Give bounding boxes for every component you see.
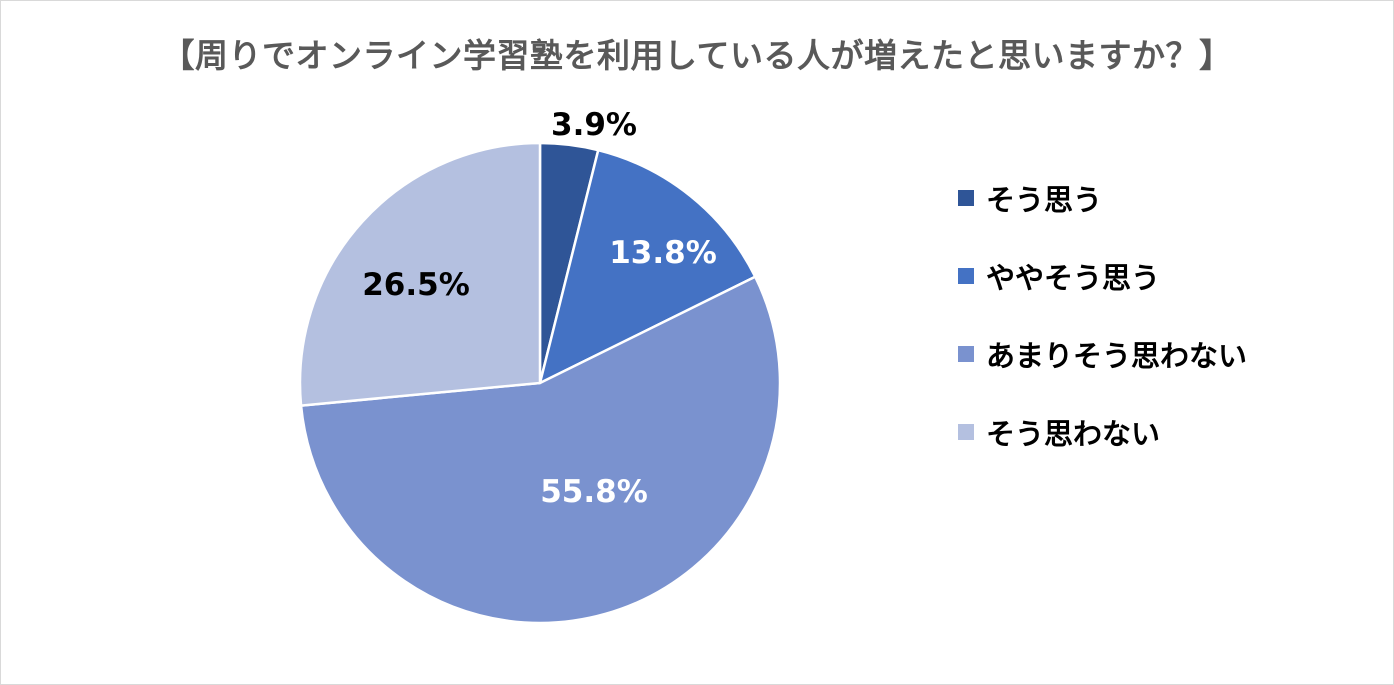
pie-data-labels: 3.9% 13.8% 55.8% 26.5%	[362, 107, 717, 510]
pie-slice-sou-omowanai	[298, 141, 542, 407]
data-label-yaya-sou-omou: 13.8%	[609, 235, 717, 271]
legend-item-sou-omowanai: そう思わない	[958, 412, 1160, 452]
legend-swatch-sou-omowanai	[958, 424, 974, 440]
legend-label: そう思わない	[986, 417, 1161, 451]
pie-slice-amari-sou-omowanai	[299, 275, 782, 625]
pie-slices	[298, 141, 782, 625]
legend-label: あまりそう思わない	[986, 339, 1248, 373]
pie-slice-yaya-sou-omou	[538, 148, 757, 385]
legend-swatch-yaya-sou-omou	[958, 268, 974, 284]
legend-swatch-sou-omou	[958, 190, 974, 206]
legend-item-sou-omou: そう思う	[958, 178, 1102, 218]
legend-item-yaya-sou-omou: ややそう思う	[958, 256, 1160, 296]
legend-label: そう思う	[986, 183, 1103, 217]
legend-item-amari-sou-omowanai: あまりそう思わない	[958, 334, 1247, 374]
legend-swatch-amari-sou-omowanai	[958, 346, 974, 362]
data-label-sou-omou: 3.9%	[551, 107, 637, 143]
legend-label: ややそう思う	[986, 261, 1161, 295]
chart-title: 【周りでオンライン学習塾を利用している人が増えたと思いますか？】	[161, 36, 1233, 75]
data-label-sou-omowanai: 26.5%	[362, 267, 470, 303]
data-label-amari-sou-omowanai: 55.8%	[540, 474, 648, 510]
